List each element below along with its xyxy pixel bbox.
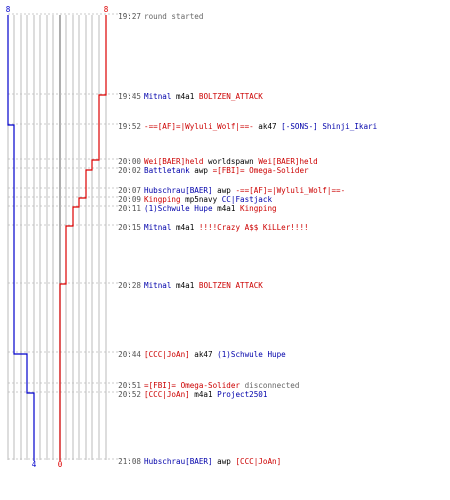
blue-end-score: 4	[32, 460, 37, 469]
event-row: 20:15 Mitnal m4a1 !!!!Crazy A$$ KiLLer!!!…	[118, 223, 308, 232]
event-message-part: Wei[BAER]held	[258, 157, 317, 166]
event-message-part: ak47	[254, 122, 281, 131]
event-time: 19:27	[118, 12, 141, 21]
event-row: 20:02 Battletank awp =[FBI]= Omega-Solide…	[118, 166, 309, 175]
event-message-part: Mitnal	[144, 92, 171, 101]
event-row: 19:52 -==[AF]=|Wyluli_Wolf|==- ak47 [-SON…	[118, 122, 377, 131]
event-message-part: worldspawn	[203, 157, 258, 166]
event-message-part: m4a1	[213, 204, 240, 213]
event-message-part: [-SONS-] Shinji_Ikari	[281, 122, 377, 131]
event-message-part: m4a1	[190, 390, 217, 399]
event-row: 20:07 Hubschrau[BAER] awp -==[AF]=|Wyluli…	[118, 186, 345, 195]
event-time: 20:15	[118, 223, 141, 232]
event-message: Kingping mp5navy CC|Fastjack	[144, 195, 272, 204]
event-row: 20:52 [CCC|JoAn] m4a1 Project2501	[118, 390, 268, 399]
event-message-part: round started	[144, 12, 203, 21]
event-time: 20:07	[118, 186, 141, 195]
event-row: 20:00 Wei[BAER]held worldspawn Wei[BAER]h…	[118, 157, 318, 166]
event-message-part: BOLTZEN ATTACK	[199, 281, 263, 290]
blue-team-score-line	[7, 15, 35, 461]
event-message-part: Kingping	[240, 204, 277, 213]
event-message-part: ak47	[190, 350, 217, 359]
event-message-part: !!!!Crazy A$$ KiLLer!!!!	[199, 223, 309, 232]
event-message-part: =[FBI]= Omega-Solider	[213, 166, 309, 175]
event-message: Wei[BAER]held worldspawn Wei[BAER]held	[144, 157, 318, 166]
event-message-part: m4a1	[171, 92, 198, 101]
player-grid	[7, 15, 107, 460]
event-message-part: Hubschrau[BAER]	[144, 457, 213, 466]
event-message-part: Hubschrau[BAER]	[144, 186, 213, 195]
event-message-part: Wei[BAER]held	[144, 157, 203, 166]
event-time: 20:09	[118, 195, 141, 204]
event-message: Battletank awp =[FBI]= Omega-Solider	[144, 166, 309, 175]
event-message: -==[AF]=|Wyluli_Wolf|==- ak47 [-SONS-] S…	[144, 122, 378, 131]
event-time: 20:11	[118, 204, 141, 213]
event-message-part: BOLTZEN_ATTACK	[199, 92, 263, 101]
event-message: round started	[144, 12, 203, 21]
event-time: 20:51	[118, 381, 141, 390]
event-time: 20:02	[118, 166, 141, 175]
event-message-part: [CCC|JoAn]	[144, 350, 190, 359]
event-row: 21:08 Hubschrau[BAER] awp [CCC|JoAn]	[118, 457, 281, 466]
event-message: [CCC|JoAn] ak47 (1)Schwule Hupe	[144, 350, 286, 359]
red-end-score: 0	[58, 460, 63, 469]
event-message-part: =[FBI]= Omega-Solider	[144, 381, 240, 390]
event-row: 19:45 Mitnal m4a1 BOLTZEN_ATTACK	[118, 92, 263, 101]
event-message-part: m4a1	[171, 281, 198, 290]
event-message-part: disconnected	[240, 381, 299, 390]
event-message-part: -==[AF]=|Wyluli_Wolf|==-	[235, 186, 345, 195]
red-team-score-line	[59, 15, 107, 461]
event-message: Mitnal m4a1 BOLTZEN ATTACK	[144, 281, 263, 290]
event-message: Hubschrau[BAER] awp [CCC|JoAn]	[144, 457, 281, 466]
event-time: 19:52	[118, 122, 141, 131]
event-separators	[8, 13, 136, 460]
event-message: [CCC|JoAn] m4a1 Project2501	[144, 390, 268, 399]
event-time: 20:44	[118, 350, 141, 359]
event-time: 20:28	[118, 281, 141, 290]
event-message-part: Battletank	[144, 166, 190, 175]
event-message-part: [CCC|JoAn]	[144, 390, 190, 399]
event-message-part: Project2501	[217, 390, 268, 399]
event-time: 20:00	[118, 157, 141, 166]
event-row: 20:44 [CCC|JoAn] ak47 (1)Schwule Hupe	[118, 350, 286, 359]
event-message-part: Mitnal	[144, 223, 171, 232]
event-message-part: CC|Fastjack	[222, 195, 273, 204]
event-message: =[FBI]= Omega-Solider disconnected	[144, 381, 299, 390]
event-row: 20:11 (1)Schwule Hupe m4a1 Kingping	[118, 204, 276, 213]
event-message: (1)Schwule Hupe m4a1 Kingping	[144, 204, 277, 213]
event-message-part: m4a1	[171, 223, 198, 232]
event-time: 20:52	[118, 390, 141, 399]
event-message-part: awp	[213, 186, 236, 195]
event-message-part: awp	[213, 457, 236, 466]
blue-start-score: 8	[6, 5, 11, 14]
event-message-part: -==[AF]=|Wyluli_Wolf|==-	[144, 122, 254, 131]
red-start-score: 8	[104, 5, 109, 14]
event-time: 21:08	[118, 457, 141, 466]
event-message-part: Kingping	[144, 195, 181, 204]
event-time: 19:45	[118, 92, 141, 101]
event-row: 19:27 round started	[118, 12, 203, 21]
event-message: Hubschrau[BAER] awp -==[AF]=|Wyluli_Wolf…	[144, 186, 345, 195]
event-message-part: mp5navy	[181, 195, 222, 204]
event-message-part: Mitnal	[144, 281, 171, 290]
event-message-part: (1)Schwule Hupe	[144, 204, 213, 213]
event-row: 20:28 Mitnal m4a1 BOLTZEN ATTACK	[118, 281, 263, 290]
event-message: Mitnal m4a1 BOLTZEN_ATTACK	[144, 92, 263, 101]
event-message-part: awp	[190, 166, 213, 175]
event-message: Mitnal m4a1 !!!!Crazy A$$ KiLLer!!!!	[144, 223, 309, 232]
event-message-part: [CCC|JoAn]	[235, 457, 281, 466]
event-message-part: (1)Schwule Hupe	[217, 350, 286, 359]
event-row: 20:09 Kingping mp5navy CC|Fastjack	[118, 195, 272, 204]
event-row: 20:51 =[FBI]= Omega-Solider disconnected	[118, 381, 299, 390]
